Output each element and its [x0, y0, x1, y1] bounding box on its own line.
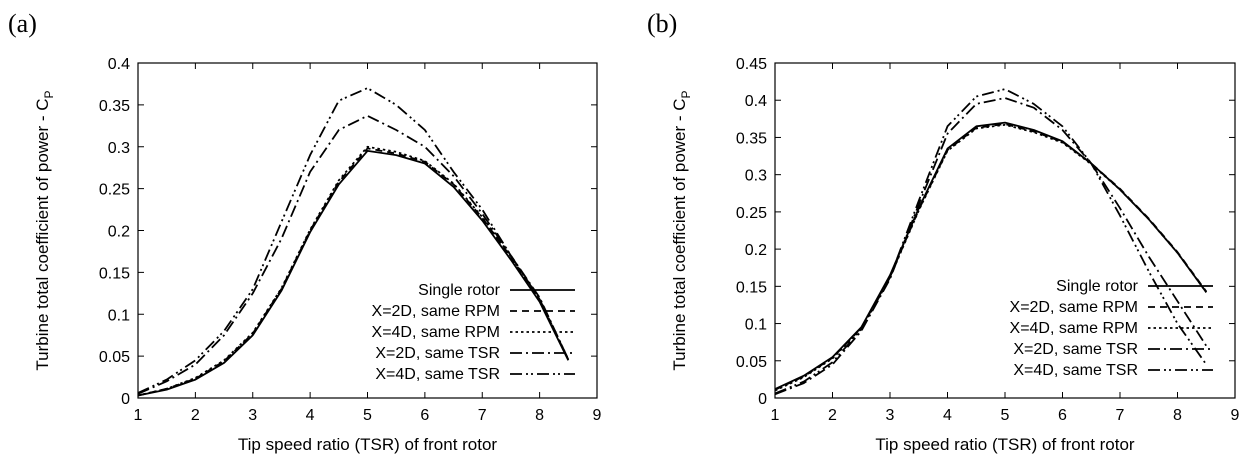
series-line-0 — [137, 149, 570, 397]
y-tick-label: 0.1 — [108, 307, 130, 324]
x-tick-label: 9 — [593, 407, 602, 424]
y-tick-label: 0.35 — [99, 98, 130, 115]
legend-label: X=4D, same TSR — [1013, 362, 1138, 379]
x-tick-label: 5 — [363, 407, 372, 424]
x-tick-label: 6 — [420, 407, 429, 424]
y-tick-label: 0.4 — [108, 56, 130, 73]
y-tick-label: 0 — [121, 391, 130, 408]
x-tick-label: 7 — [478, 407, 487, 424]
x-tick-label: 1 — [134, 407, 143, 424]
y-axis-title-main: Turbine total coefficient of power - C — [670, 98, 689, 370]
x-tick-label: 4 — [943, 407, 952, 424]
series-line-2 — [137, 145, 570, 397]
y-axis-title-subscript: P — [42, 90, 56, 98]
y-axis-title: Turbine total coefficient of power - CP — [670, 90, 693, 370]
series-line-1 — [774, 123, 1208, 391]
y-tick-label: 0.25 — [736, 205, 767, 222]
legend-label: X=4D, same TSR — [375, 366, 500, 383]
x-tick-label: 7 — [1116, 407, 1125, 424]
panel-label: (a) — [8, 9, 37, 38]
x-axis-title: Tip speed ratio (TSR) of front rotor — [238, 435, 498, 454]
y-tick-label: 0.05 — [736, 354, 767, 371]
y-tick-label: 0.3 — [108, 140, 130, 157]
chart-panel-a: (a) 1 2 3 4 5 6 7 8 9 0 0.05 0.1 0.15 0.2 0.25 0.3 0.35 0.… — [8, 9, 602, 454]
y-tick-label: 0.45 — [736, 56, 767, 73]
legend-label: X=4D, same RPM — [372, 324, 500, 341]
y-tick-label: 0 — [758, 391, 767, 408]
y-axis-title-main: Turbine total coefficient of power - C — [33, 98, 52, 370]
x-axis-title: Tip speed ratio (TSR) of front rotor — [875, 435, 1135, 454]
y-tick-label: 0.05 — [99, 349, 130, 366]
legend-label: X=2D, same RPM — [372, 303, 500, 320]
x-tick-label: 9 — [1231, 407, 1240, 424]
x-tick-label: 4 — [306, 407, 315, 424]
x-tick-label: 2 — [191, 407, 200, 424]
series-line-3 — [774, 97, 1208, 396]
x-tick-label: 8 — [1173, 407, 1182, 424]
legend-label: X=2D, same RPM — [1010, 299, 1138, 316]
y-axis-title: Turbine total coefficient of power - CP — [33, 90, 56, 370]
series-line-4 — [774, 88, 1208, 395]
x-tick-label: 5 — [1001, 407, 1010, 424]
legend-label: Single rotor — [418, 282, 500, 299]
y-tick-label: 0.25 — [99, 182, 130, 199]
x-tick-label: 1 — [771, 407, 780, 424]
legend-label: X=4D, same RPM — [1010, 320, 1138, 337]
y-tick-label: 0.1 — [745, 317, 767, 334]
y-axis-title-subscript: P — [679, 90, 693, 98]
chart-panel-b: (b) 1 2 3 4 5 6 7 8 9 0 0.05 0.1 0.15 0.2 0.25 0.3 0.35 0.… — [647, 9, 1240, 454]
x-tick-label: 8 — [535, 407, 544, 424]
series-line-3 — [137, 114, 570, 395]
y-tick-label: 0.2 — [745, 242, 767, 259]
y-tick-label: 0.4 — [745, 93, 767, 110]
series-line-4 — [137, 87, 570, 394]
y-tick-label: 0.15 — [736, 279, 767, 296]
y-tick-label: 0.35 — [736, 130, 767, 147]
legend-label: X=2D, same TSR — [375, 345, 500, 362]
legend-label: X=2D, same TSR — [1013, 341, 1138, 358]
legend-label: Single rotor — [1056, 278, 1138, 295]
y-tick-label: 0.2 — [108, 224, 130, 241]
y-tick-label: 0.3 — [745, 168, 767, 185]
x-tick-label: 3 — [248, 407, 257, 424]
x-tick-label: 6 — [1058, 407, 1067, 424]
panel-label: (b) — [647, 9, 677, 38]
x-tick-label: 2 — [828, 407, 837, 424]
plot-frame — [774, 62, 1236, 399]
y-tick-label: 0.15 — [99, 265, 130, 282]
x-tick-label: 3 — [886, 407, 895, 424]
